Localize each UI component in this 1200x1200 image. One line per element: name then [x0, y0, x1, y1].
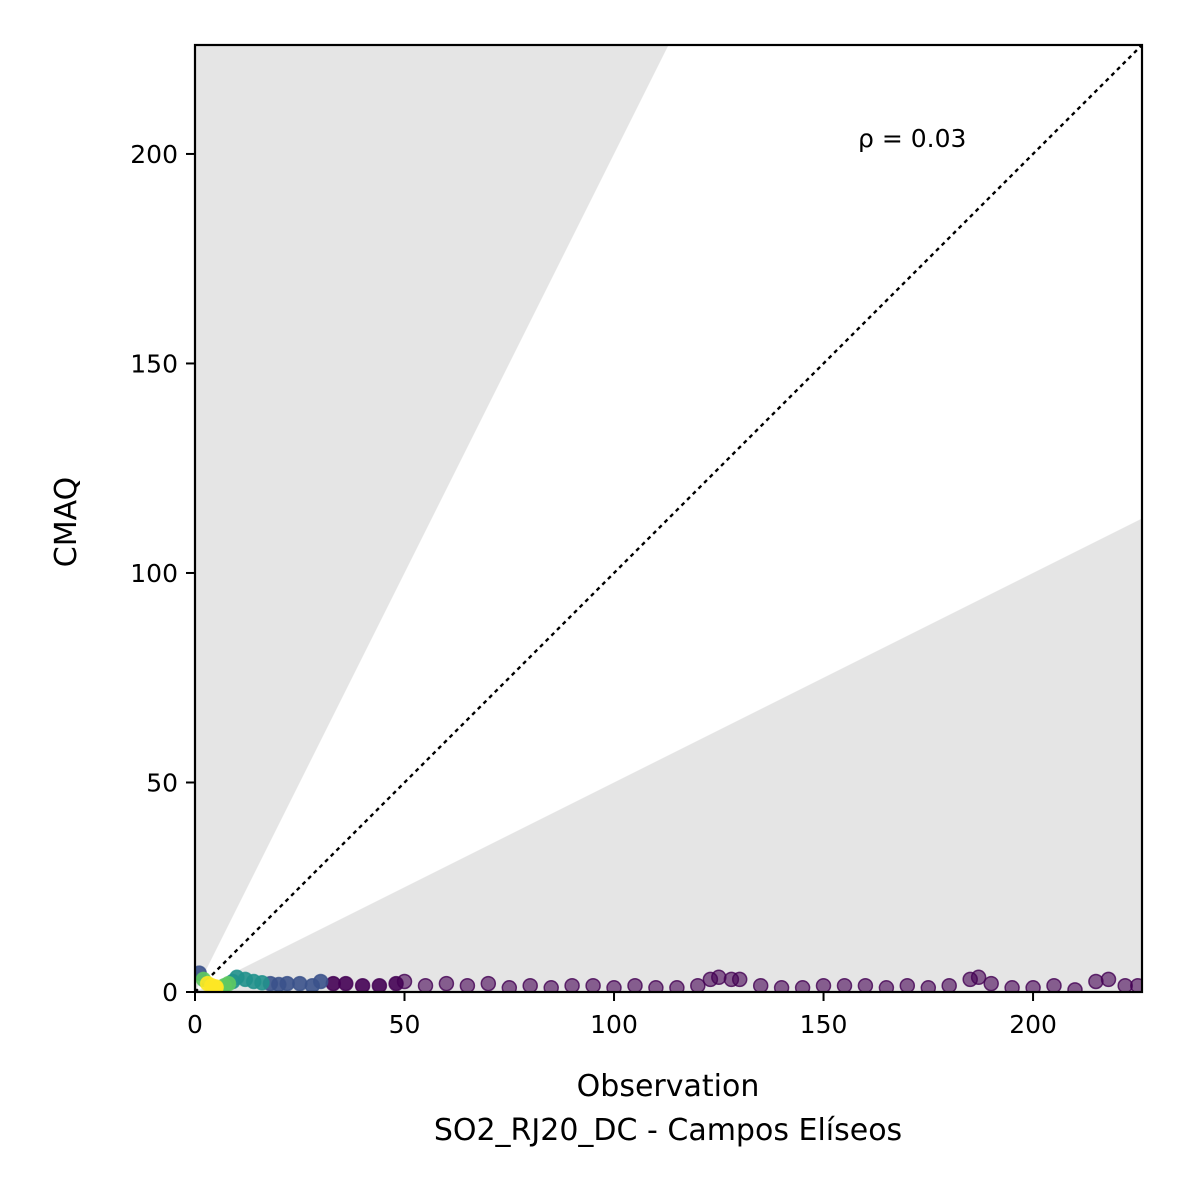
y-axis-ticks: 0 50 100 150 200 [130, 140, 195, 1007]
data-point [1088, 973, 1104, 990]
shaded-region-lower [195, 518, 1142, 992]
x-tick-label: 50 [389, 1010, 421, 1039]
data-point [669, 980, 685, 992]
data-point [585, 977, 601, 992]
data-point [388, 975, 404, 992]
data-point [1100, 971, 1117, 988]
data-point [731, 971, 748, 988]
shaded-region-upper [195, 45, 669, 992]
y-tick-label: 0 [162, 978, 178, 1007]
data-point [522, 977, 538, 992]
x-axis-ticks: 0 50 100 150 200 [187, 992, 1057, 1039]
data-point [794, 980, 811, 992]
y-tick-label: 100 [130, 559, 178, 588]
data-point [941, 977, 957, 992]
data-point [648, 980, 664, 992]
data-point [312, 973, 329, 990]
data-point [970, 969, 987, 986]
x-tick-label: 150 [800, 1010, 848, 1039]
data-point [857, 977, 874, 992]
data-point [1046, 977, 1062, 992]
x-tick-label: 0 [187, 1010, 203, 1039]
data-point [1004, 980, 1020, 992]
y-tick-label: 150 [130, 349, 178, 378]
scatter-points [195, 965, 1142, 992]
data-point [606, 980, 622, 992]
data-point [417, 977, 434, 992]
data-point [543, 980, 559, 992]
data-point [878, 980, 895, 992]
x-tick-label: 100 [590, 1010, 638, 1039]
data-point [627, 977, 643, 992]
y-axis-label: CMAQ [49, 477, 84, 567]
data-point [1067, 982, 1083, 992]
data-point [836, 977, 853, 992]
x-axis-label: Observation [577, 1069, 760, 1104]
data-point [564, 977, 580, 992]
data-point [1025, 980, 1041, 992]
x-tick-label: 200 [1009, 1010, 1057, 1039]
data-point [338, 975, 354, 992]
data-point [920, 980, 937, 992]
plot-area [195, 45, 1142, 992]
data-point [983, 975, 999, 992]
data-point [1130, 977, 1142, 992]
data-point [480, 975, 497, 992]
correlation-annotation: ρ = 0.03 [858, 124, 966, 153]
data-point [501, 980, 518, 992]
data-point [752, 977, 769, 992]
data-point [711, 969, 727, 986]
data-point [208, 980, 224, 992]
data-point [371, 977, 388, 992]
data-point [899, 977, 916, 992]
x-axis-sublabel: SO2_RJ20_DC - Campos Elíseos [434, 1113, 902, 1148]
plot-frame [193, 43, 1144, 994]
data-point [459, 977, 476, 992]
data-point [690, 977, 706, 992]
data-point [815, 977, 832, 992]
y-tick-label: 200 [130, 140, 178, 169]
y-tick-label: 50 [146, 768, 178, 797]
data-point [773, 980, 790, 992]
data-point [354, 977, 371, 992]
data-point [438, 975, 455, 992]
